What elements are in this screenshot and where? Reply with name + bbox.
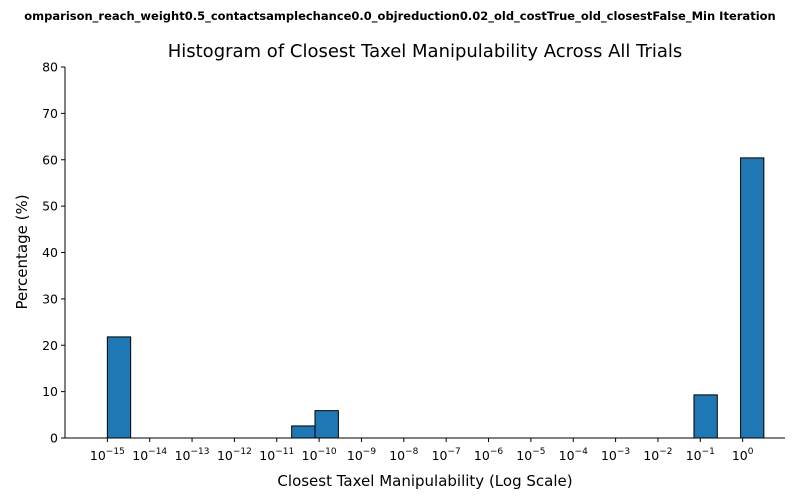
y-axis-ticks: 0 10 20 30 40 50 60 70 80 (42, 60, 65, 446)
x-axis-ticks: 10−15 10−14 10−13 10−12 10−11 10−10 10−9 10−8 10… (90, 438, 754, 463)
y-tick-label: 10 (42, 384, 58, 399)
x-tick-label: 10−7 (432, 447, 461, 463)
histogram-bar (740, 157, 765, 439)
y-tick-label: 30 (42, 291, 58, 306)
y-tick-label: 80 (42, 60, 58, 75)
x-tick-label: 10−2 (643, 447, 672, 463)
x-tick-label: 10−8 (389, 447, 418, 463)
x-tick-label: 10−15 (90, 447, 125, 463)
histogram-bar (314, 410, 339, 439)
x-tick-label: 10−13 (175, 447, 210, 463)
y-tick-label: 0 (50, 431, 58, 446)
chart-title: Histogram of Closest Taxel Manipulabilit… (168, 41, 683, 62)
x-tick-label: 10−1 (686, 447, 715, 463)
y-tick-label: 50 (42, 199, 58, 214)
x-tick-label: 10−12 (217, 447, 252, 463)
y-tick-label: 60 (42, 152, 58, 167)
y-tick-label: 20 (42, 338, 58, 353)
histogram-bar (693, 394, 718, 439)
y-tick-label: 40 (42, 245, 58, 260)
y-tick-label: 70 (42, 106, 58, 121)
x-tick-label: 10−5 (516, 447, 545, 463)
x-tick-label: 10−9 (347, 447, 376, 463)
x-tick-label: 10−6 (474, 447, 503, 463)
histogram-bar (106, 336, 132, 439)
x-tick-label: 10−14 (132, 447, 167, 463)
histogram-bar (291, 425, 316, 439)
x-axis-label: Closest Taxel Manipulability (Log Scale) (277, 472, 572, 490)
x-tick-label: 10−3 (601, 447, 630, 463)
histogram-bars (106, 157, 765, 439)
x-tick-label: 10−10 (302, 447, 337, 463)
figure-suptitle: omparison_reach_weight0.5_contactsamplec… (24, 9, 775, 24)
x-tick-label: 10−4 (559, 447, 588, 463)
x-tick-label: 10−11 (259, 447, 294, 463)
x-tick-label: 100 (732, 447, 754, 463)
y-axis-label: Percentage (%) (13, 194, 31, 309)
